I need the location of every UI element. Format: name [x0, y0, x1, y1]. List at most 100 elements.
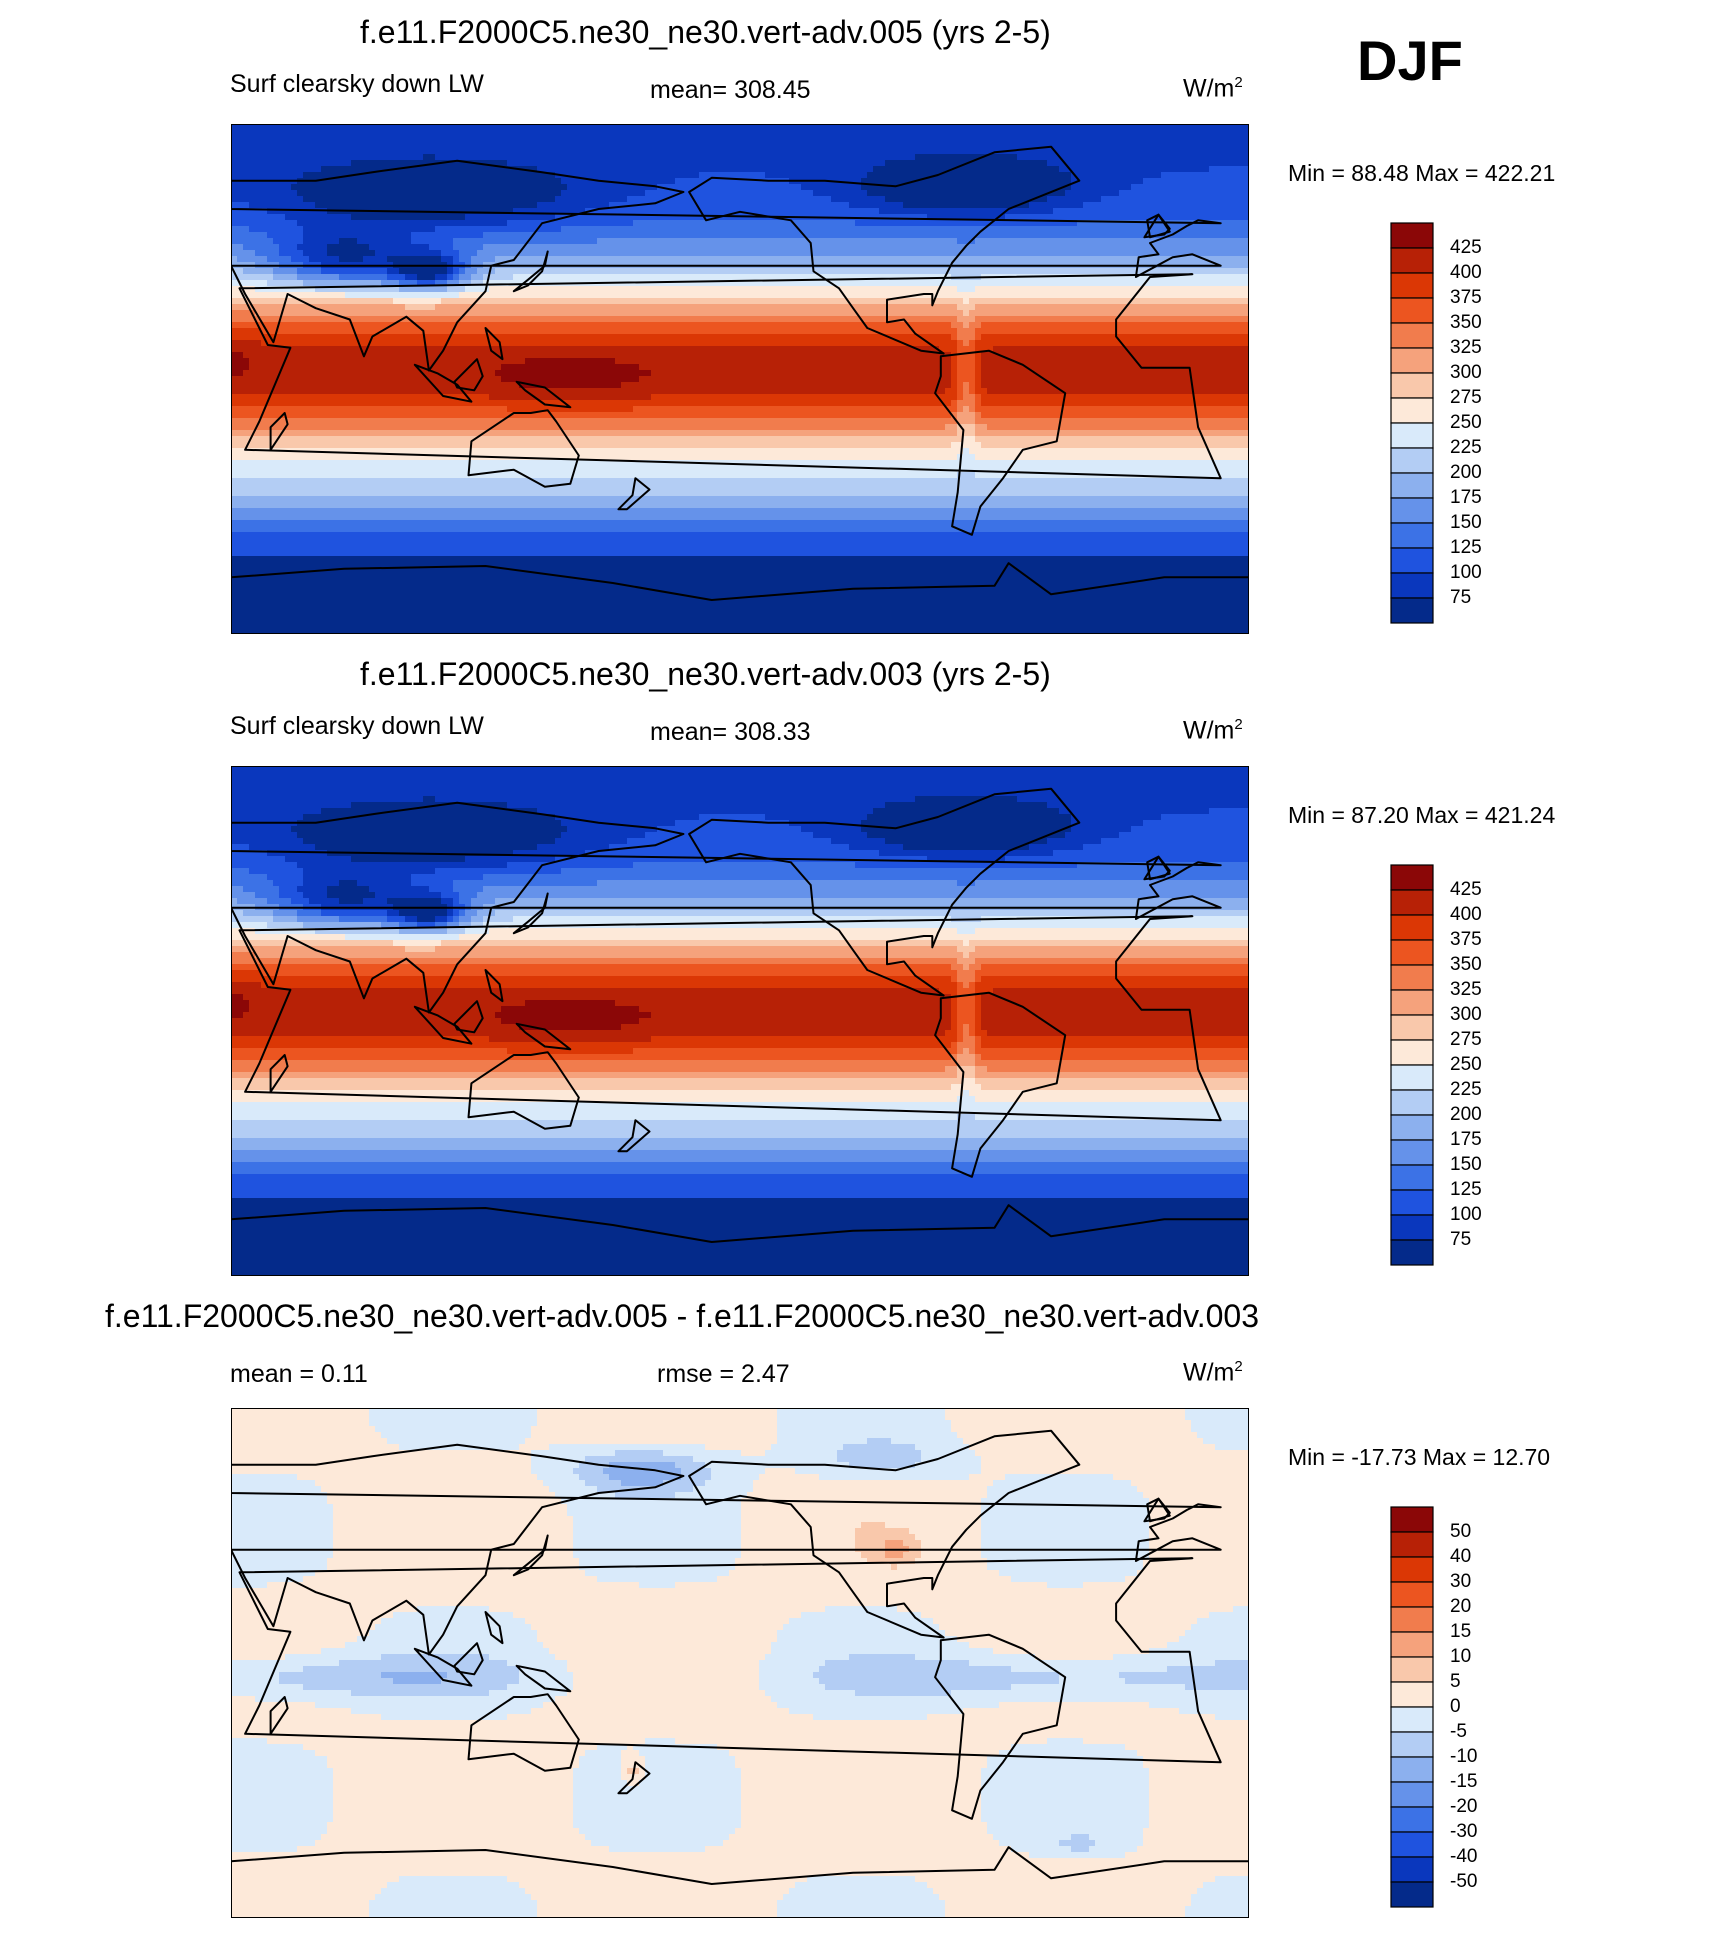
field-cell	[1065, 130, 1072, 137]
field-cell	[483, 166, 490, 173]
field-cell	[1185, 166, 1192, 173]
field-cell	[351, 154, 358, 161]
field-cell	[303, 202, 310, 209]
field-cell	[993, 238, 1000, 245]
field-cell	[297, 274, 304, 281]
field-cell	[585, 148, 592, 155]
field-cell	[651, 256, 658, 263]
field-cell	[573, 250, 580, 257]
field-cell	[945, 220, 952, 227]
field-cell	[351, 256, 358, 263]
field-cell	[549, 172, 556, 179]
field-cell	[963, 250, 970, 257]
field-cell	[669, 292, 676, 299]
field-cell	[291, 226, 298, 233]
field-cell	[1197, 178, 1204, 185]
field-cell	[957, 238, 964, 245]
field-cell	[285, 190, 292, 197]
field-cell	[285, 124, 292, 131]
field-cell	[753, 166, 760, 173]
field-cell	[579, 232, 586, 239]
field-cell	[447, 166, 454, 173]
field-cell	[633, 148, 640, 155]
field-cell	[441, 220, 448, 227]
field-cell	[435, 136, 442, 143]
field-cell	[525, 160, 532, 167]
field-cell	[477, 142, 484, 149]
field-cell	[399, 268, 406, 275]
field-cell	[1173, 124, 1180, 131]
field-cell	[1203, 124, 1210, 131]
field-cell	[375, 184, 382, 191]
field-cell	[1041, 232, 1048, 239]
field-cell	[1203, 196, 1210, 203]
field-cell	[285, 196, 292, 203]
field-cell	[351, 142, 358, 149]
field-cell	[771, 220, 778, 227]
field-cell	[579, 226, 586, 233]
field-cell	[909, 136, 916, 143]
field-cell	[999, 256, 1006, 263]
field-cell	[969, 268, 976, 275]
field-cell	[255, 226, 262, 233]
field-cell	[801, 130, 808, 137]
field-cell	[1227, 160, 1234, 167]
field-cell	[1245, 226, 1249, 233]
field-cell	[561, 238, 568, 245]
field-cell	[669, 256, 676, 263]
field-cell	[1245, 196, 1249, 203]
field-cell	[843, 208, 850, 215]
field-cell	[1197, 226, 1204, 233]
field-cell	[1095, 154, 1102, 161]
field-cell	[405, 202, 412, 209]
field-cell	[1101, 178, 1108, 185]
field-cell	[699, 130, 706, 137]
field-cell	[573, 256, 580, 263]
field-cell	[1137, 190, 1144, 197]
field-cell	[675, 124, 682, 131]
field-cell	[1227, 166, 1234, 173]
field-cell	[243, 136, 250, 143]
field-cell	[1077, 220, 1084, 227]
field-cell	[735, 166, 742, 173]
field-cell	[849, 238, 856, 245]
field-cell	[1143, 214, 1150, 221]
field-cell	[957, 292, 964, 299]
field-cell	[255, 298, 262, 305]
field-cell	[1005, 214, 1012, 221]
field-cell	[405, 280, 412, 287]
field-cell	[855, 292, 862, 299]
field-cell	[1221, 196, 1228, 203]
field-cell	[537, 148, 544, 155]
field-cell	[861, 274, 868, 281]
field-cell	[1149, 256, 1156, 263]
field-cell	[237, 136, 244, 143]
field-cell	[369, 274, 376, 281]
field-cell	[1107, 184, 1114, 191]
field-cell	[849, 172, 856, 179]
field-cell	[1029, 154, 1036, 161]
field-cell	[327, 154, 334, 161]
field-cell	[327, 244, 334, 251]
field-cell	[921, 250, 928, 257]
field-cell	[945, 214, 952, 221]
field-cell	[285, 214, 292, 221]
field-cell	[1191, 202, 1198, 209]
field-cell	[903, 142, 910, 149]
field-cell	[231, 160, 238, 167]
field-cell	[945, 238, 952, 245]
field-cell	[1227, 250, 1234, 257]
field-cell	[615, 154, 622, 161]
field-cell	[651, 172, 658, 179]
field-cell	[855, 154, 862, 161]
field-cell	[951, 178, 958, 185]
field-cell	[1083, 142, 1090, 149]
field-cell	[345, 286, 352, 293]
field-cell	[741, 238, 748, 245]
field-cell	[759, 250, 766, 257]
field-cell	[1131, 250, 1138, 257]
field-cell	[417, 256, 424, 263]
field-cell	[1197, 124, 1204, 131]
field-cell	[735, 160, 742, 167]
field-cell	[459, 292, 466, 299]
